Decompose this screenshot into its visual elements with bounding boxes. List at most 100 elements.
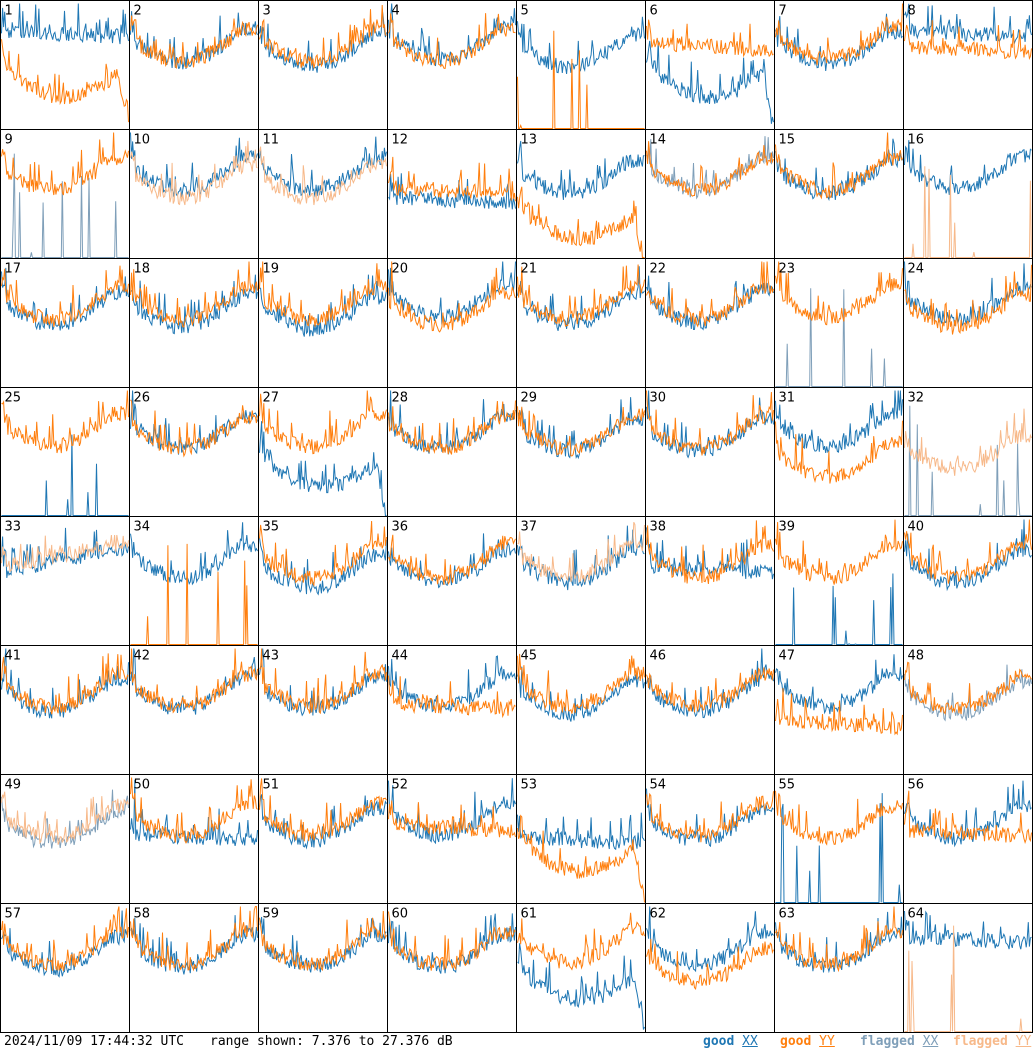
- spectrum-yy-30: [646, 390, 774, 456]
- tile-panel-9: 9: [0, 129, 130, 259]
- tile-panel-45: 45: [516, 645, 646, 775]
- tile-frame: [258, 0, 388, 130]
- spectrum-yy-54: [646, 791, 774, 843]
- spectrum-xx-9: [1, 153, 129, 258]
- spectrum-yy-8: [904, 20, 1032, 61]
- spectrum-yy-36: [388, 534, 516, 585]
- spectrum-xx-60: [388, 913, 516, 974]
- tile-panel-40: 40: [903, 516, 1033, 646]
- tile-panel-62: 62: [645, 903, 775, 1033]
- spectrum-yy-18: [130, 261, 258, 328]
- spectrum-xx-5: [517, 16, 645, 74]
- spectrum-yy-41: [1, 653, 129, 715]
- tile-number: 5: [521, 4, 529, 19]
- tile-number: 32: [908, 391, 925, 406]
- spectrum-yy-37: [517, 521, 645, 583]
- spectrum-yy-17: [1, 265, 129, 327]
- tile-number: 20: [392, 262, 409, 277]
- tile-panel-38: 38: [645, 516, 775, 646]
- tile-panel-2: 2: [129, 0, 259, 130]
- legend-good-yy: good YY: [780, 1034, 835, 1049]
- tile-number: 4: [392, 4, 400, 19]
- legend-flagged-yy: flagged YY: [953, 1034, 1032, 1049]
- spectrum-yy-9: [1, 132, 129, 196]
- tile-panel-18: 18: [129, 258, 259, 388]
- tile-panel-13: 13: [516, 129, 646, 259]
- tile-frame: [387, 0, 517, 130]
- tile-frame: [645, 516, 775, 646]
- tile-number: 1: [5, 4, 13, 19]
- tile-number: 56: [908, 778, 925, 793]
- tile-frame: [0, 387, 130, 517]
- spectrum-yy-12: [388, 156, 516, 202]
- spectrum-xx-62: [646, 906, 774, 973]
- spectrum-yy-60: [388, 911, 516, 971]
- tile-number: 30: [650, 391, 667, 406]
- spectrum-yy-10: [130, 140, 258, 206]
- tile-number: 43: [263, 649, 280, 664]
- spectrum-yy-35: [259, 520, 387, 587]
- tile-frame: [903, 774, 1033, 904]
- tile-panel-63: 63: [774, 903, 904, 1033]
- tile-panel-32: 32: [903, 387, 1033, 517]
- tile-panel-28: 28: [387, 387, 517, 517]
- tile-panel-36: 36: [387, 516, 517, 646]
- spectrum-xx-45: [517, 666, 645, 722]
- footer: 2024/11/09 17:44:32 UTC range shown: 7.3…: [0, 1033, 1033, 1053]
- spectrum-xx-32: [904, 405, 1032, 516]
- spectrum-yy-50: [130, 777, 258, 844]
- tile-panel-35: 35: [258, 516, 388, 646]
- tile-panel-39: 39: [774, 516, 904, 646]
- spectrum-xx-15: [775, 138, 903, 202]
- spectrum-xx-14: [646, 136, 774, 200]
- spectrum-yy-39: [775, 519, 903, 585]
- spectrum-xx-56: [904, 780, 1032, 848]
- tile-frame: [387, 645, 517, 775]
- spectrum-yy-16: [904, 166, 1032, 258]
- spectrum-xx-27: [259, 421, 387, 516]
- tile-panel-5: 5: [516, 0, 646, 130]
- tile-number: 49: [5, 778, 22, 793]
- tile-frame: [0, 903, 130, 1033]
- tile-number: 7: [779, 4, 787, 19]
- tile-number: 39: [779, 520, 796, 535]
- spectrum-yy-27: [259, 390, 387, 455]
- tile-number: 57: [5, 907, 22, 922]
- tile-number: 55: [779, 778, 796, 793]
- tile-frame: [387, 129, 517, 259]
- tile-panel-58: 58: [129, 903, 259, 1033]
- spectrum-xx-21: [517, 266, 645, 331]
- tile-number: 3: [263, 4, 271, 19]
- tile-number: 26: [134, 391, 151, 406]
- tile-number: 27: [263, 391, 280, 406]
- spectrum-xx-13: [517, 140, 645, 200]
- spectrum-xx-52: [388, 778, 516, 845]
- tile-frame: [903, 129, 1033, 259]
- tile-frame: [258, 387, 388, 517]
- spectrum-yy-28: [388, 400, 516, 455]
- tile-number: 42: [134, 649, 151, 664]
- tile-panel-6: 6: [645, 0, 775, 130]
- tile-panel-64: 64: [903, 903, 1033, 1033]
- tile-frame: [258, 258, 388, 388]
- tile-number: 8: [908, 4, 916, 19]
- spectrum-xx-61: [517, 943, 645, 1030]
- spectrum-xx-4: [388, 3, 516, 67]
- tile-panel-34: 34: [129, 516, 259, 646]
- spectrum-xx-35: [259, 537, 387, 596]
- tile-frame: [0, 774, 130, 904]
- tile-panel-33: 33: [0, 516, 130, 646]
- tile-number: 38: [650, 520, 667, 535]
- tile-number: 44: [392, 649, 409, 664]
- tile-number: 60: [392, 907, 409, 922]
- spectrum-yy-40: [904, 519, 1032, 584]
- tile-number: 53: [521, 778, 538, 793]
- tile-number: 63: [779, 907, 796, 922]
- spectrum-yy-44: [388, 675, 516, 719]
- tile-panel-30: 30: [645, 387, 775, 517]
- spectrum-yy-45: [517, 653, 645, 714]
- spectrum-yy-42: [130, 648, 258, 714]
- tile-frame: [516, 903, 646, 1033]
- tile-panel-43: 43: [258, 645, 388, 775]
- spectrum-yy-52: [388, 800, 516, 838]
